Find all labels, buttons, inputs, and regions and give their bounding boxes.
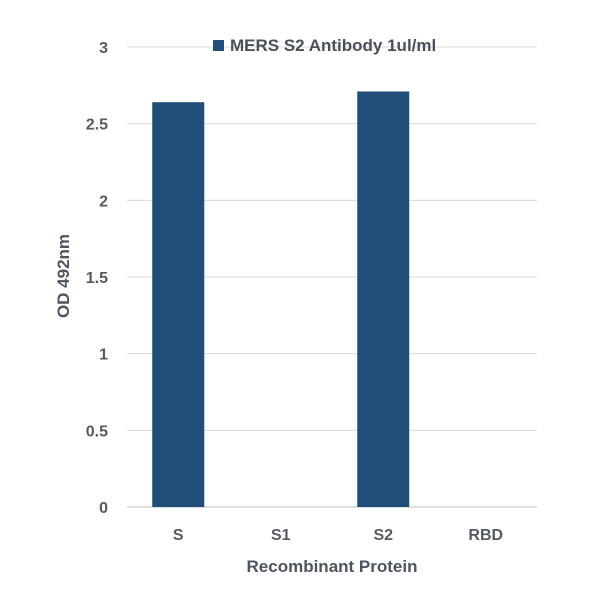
legend-label: MERS S2 Antibody 1ul/ml — [230, 36, 436, 55]
y-axis-ticks: 0 0.5 1 1.5 2 2.5 3 — [86, 40, 108, 517]
bar-s — [152, 102, 205, 507]
bars — [152, 91, 410, 507]
x-tick-label: S — [173, 527, 184, 544]
y-tick-label: 1 — [99, 347, 108, 364]
y-tick-label: 1.5 — [86, 270, 108, 287]
y-tick-label: 3 — [99, 40, 108, 57]
y-tick-label: 0 — [99, 500, 108, 517]
legend: MERS S2 Antibody 1ul/ml — [213, 36, 436, 55]
x-axis-ticks: S S1 S2 RBD — [173, 527, 503, 544]
y-axis-title: OD 492nm — [54, 234, 73, 318]
x-tick-label: S1 — [271, 527, 291, 544]
legend-swatch — [213, 40, 224, 51]
y-tick-label: 2 — [99, 193, 108, 210]
x-axis-title: Recombinant Protein — [247, 557, 418, 576]
x-tick-label: RBD — [468, 527, 503, 544]
x-tick-label: S2 — [373, 527, 393, 544]
y-tick-label: 2.5 — [86, 117, 108, 134]
bar-s2 — [357, 91, 410, 507]
y-tick-label: 0.5 — [86, 423, 108, 440]
